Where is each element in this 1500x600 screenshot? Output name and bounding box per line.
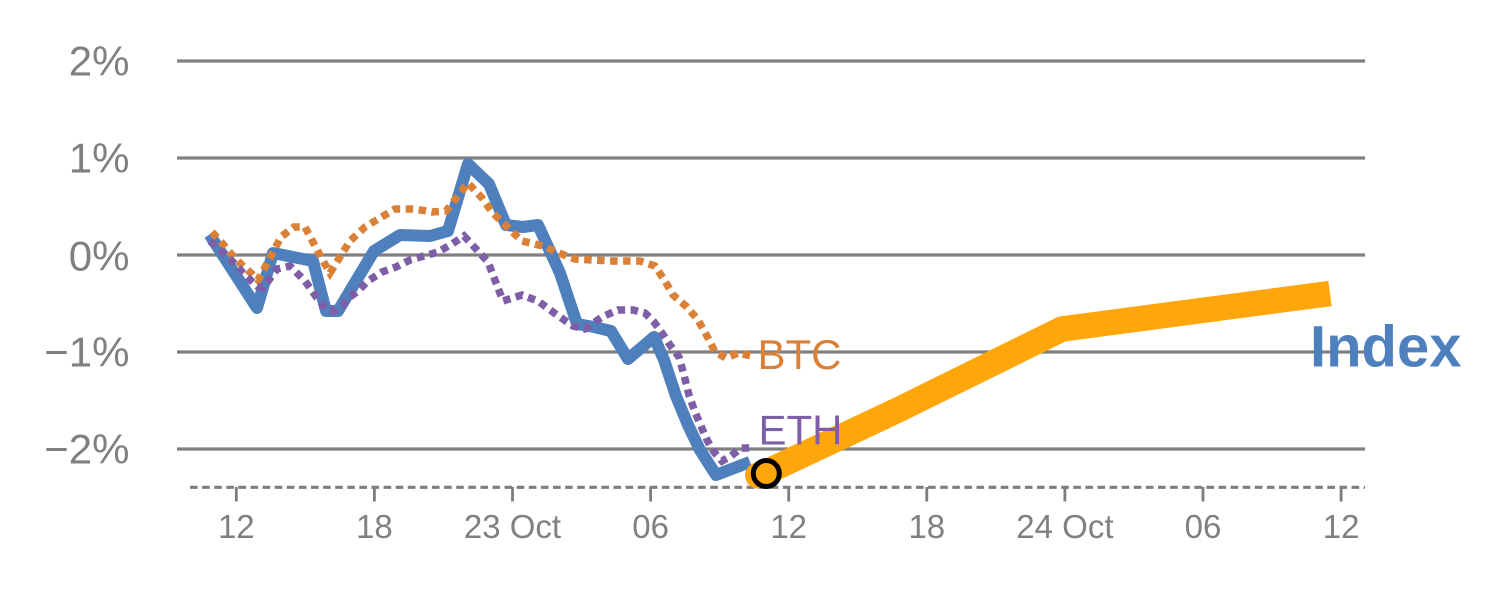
svg-text:12: 12 [1323, 508, 1360, 545]
svg-text:0%: 0% [69, 233, 130, 280]
svg-text:06: 06 [632, 508, 669, 545]
svg-text:18: 18 [908, 508, 945, 545]
svg-text:1%: 1% [69, 135, 130, 182]
svg-text:12: 12 [218, 508, 255, 545]
svg-text:23 Oct: 23 Oct [464, 508, 561, 545]
svg-text:18: 18 [356, 508, 393, 545]
svg-text:Index: Index [1310, 314, 1462, 379]
svg-text:24 Oct: 24 Oct [1016, 508, 1113, 545]
svg-text:2%: 2% [69, 38, 130, 85]
svg-text:06: 06 [1185, 508, 1222, 545]
svg-text:−2%: −2% [44, 426, 129, 473]
svg-text:BTC: BTC [758, 331, 842, 378]
svg-text:ETH: ETH [759, 407, 843, 454]
svg-text:−1%: −1% [44, 329, 129, 376]
svg-text:12: 12 [770, 508, 807, 545]
